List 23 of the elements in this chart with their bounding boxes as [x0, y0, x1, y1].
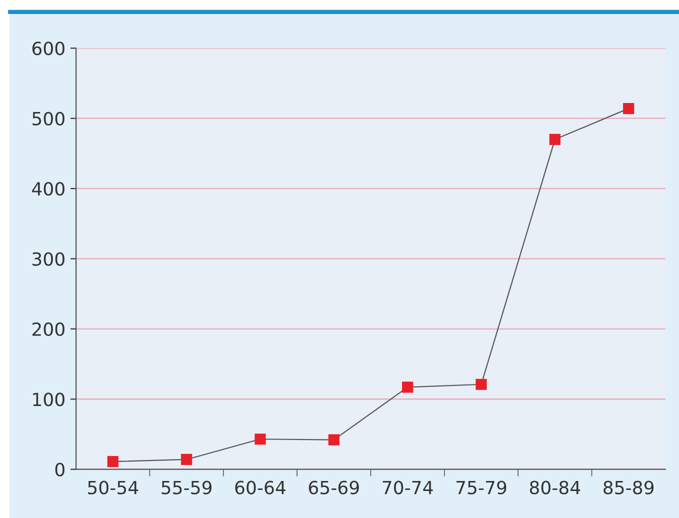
x-tick-label: 50-54	[88, 480, 138, 494]
y-tick-label: 400	[32, 182, 64, 196]
x-tick-label: 85-89	[604, 480, 654, 494]
y-tick-label: 100	[33, 392, 64, 406]
point	[549, 134, 560, 145]
x-tick-label: 60-64	[235, 480, 286, 494]
x-tick-label: 65-69	[308, 480, 359, 494]
y-tick-label: 600	[32, 42, 64, 56]
point	[402, 382, 414, 393]
point	[328, 434, 340, 446]
x-tick-label: 80-84	[530, 480, 580, 494]
point	[181, 454, 192, 466]
y-tick-label: 200	[32, 322, 64, 336]
x-tick-label: 70-74	[382, 480, 433, 494]
point	[623, 102, 634, 114]
point	[476, 378, 487, 390]
point	[107, 456, 118, 468]
y-tick-label: 500	[32, 112, 64, 126]
x-tick-label: 55-59	[162, 480, 212, 494]
x-tick-label: 75-79	[456, 480, 506, 494]
point	[254, 434, 266, 445]
y-tick-label: 300	[32, 252, 64, 266]
y-tick-label: 0	[55, 462, 64, 476]
